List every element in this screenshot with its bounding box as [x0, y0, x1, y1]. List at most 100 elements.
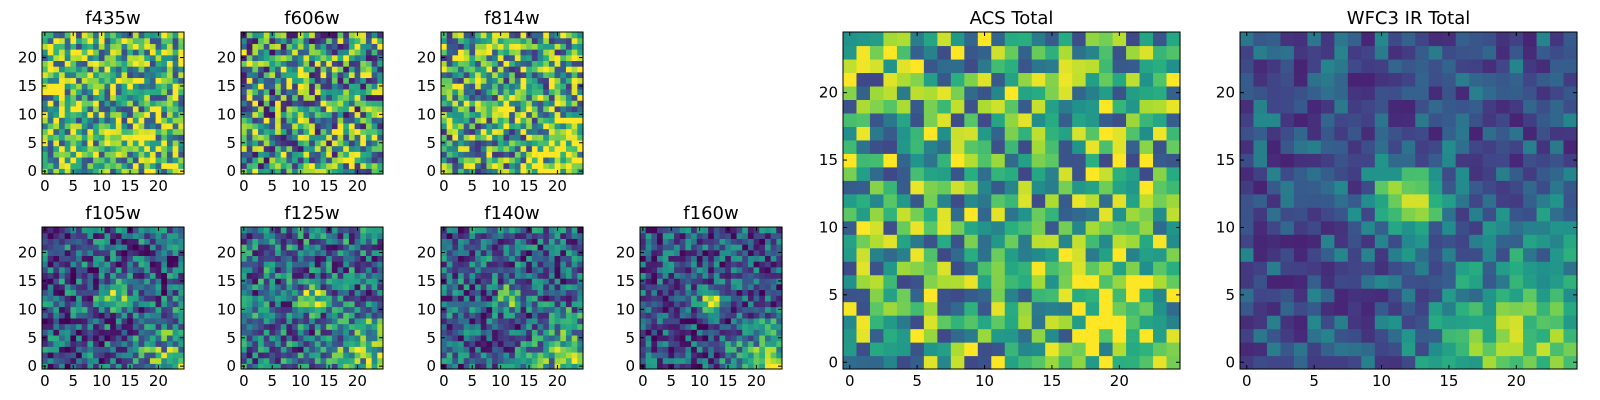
pixel-cell — [115, 227, 123, 234]
pixel-cell — [509, 37, 516, 44]
pixel-cell — [166, 312, 174, 319]
pixel-cell — [713, 340, 721, 347]
pixel-cell — [161, 117, 168, 124]
pixel-cell — [377, 43, 384, 50]
pixel-cell — [275, 317, 282, 325]
pixel-cell — [662, 357, 669, 364]
pixel-cell — [93, 83, 100, 90]
pixel-cell — [286, 266, 293, 274]
pixel-cell — [486, 151, 493, 158]
pixel-cell — [497, 351, 505, 359]
pixel-cell — [166, 272, 174, 279]
pixel-cell — [548, 122, 556, 130]
pixel-cell — [269, 334, 276, 342]
pixel-cell — [104, 43, 111, 50]
pixel-cell — [730, 300, 738, 308]
pixel-cell — [303, 261, 310, 268]
pixel-cell — [480, 111, 488, 118]
pixel-cell — [286, 145, 293, 152]
pixel-cell — [269, 300, 276, 308]
pixel-cell — [241, 272, 248, 279]
pixel-cell — [348, 283, 356, 291]
pixel-cell — [657, 363, 664, 370]
pixel-cell — [753, 232, 760, 239]
pixel-cell — [463, 232, 470, 239]
pixel-cell — [883, 180, 898, 195]
pixel-cell — [964, 220, 979, 235]
pixel-cell — [314, 145, 322, 152]
pixel-cell — [377, 357, 384, 364]
pixel-cell — [991, 328, 1006, 343]
pixel-cell — [503, 346, 510, 353]
pixel-cell — [53, 317, 60, 325]
pixel-cell — [309, 255, 316, 262]
pixel-cell — [537, 232, 544, 239]
pixel-cell — [1126, 220, 1141, 235]
pixel-cell — [713, 317, 721, 325]
pixel-cell — [458, 346, 465, 353]
pixel-cell — [166, 105, 174, 113]
pixel-cell — [742, 283, 749, 291]
pixel-cell — [560, 151, 567, 158]
pixel-cell — [492, 340, 499, 347]
pixel-cell — [115, 117, 123, 124]
pixel-cell — [138, 54, 145, 61]
pixel-cell — [320, 156, 327, 164]
pixel-cell — [937, 234, 952, 249]
pixel-cell — [360, 346, 367, 353]
pixel-cell — [87, 105, 94, 113]
pixel-cell — [59, 266, 66, 274]
pixel-cell — [719, 300, 726, 308]
pixel-cell — [87, 232, 94, 239]
pixel-cell — [161, 255, 168, 262]
pixel-cell — [480, 244, 488, 251]
pixel-cell — [377, 238, 384, 245]
pixel-cell — [104, 323, 111, 330]
pixel-cell — [475, 83, 482, 90]
pixel-cell — [571, 346, 578, 353]
pixel-cell — [258, 255, 265, 262]
pixel-cell — [520, 346, 527, 353]
pixel-cell — [81, 94, 89, 101]
pixel-cell — [354, 60, 361, 67]
pixel-cell — [856, 261, 871, 276]
pixel-cell — [543, 71, 550, 79]
pixel-cell — [548, 232, 556, 239]
pixel-cell — [104, 151, 111, 158]
pixel-cell — [702, 323, 709, 330]
pixel-cell — [263, 54, 270, 61]
pixel-cell — [475, 32, 482, 39]
pixel-cell — [1126, 261, 1141, 276]
pixel-cell — [662, 244, 669, 251]
pixel-cell — [269, 49, 276, 56]
pixel-cell — [674, 346, 681, 353]
pixel-cell — [365, 32, 373, 39]
pixel-cell — [246, 151, 253, 158]
pixel-cell — [503, 145, 510, 152]
pixel-cell — [937, 328, 952, 343]
pixel-cell — [178, 266, 185, 274]
pixel-cell — [149, 43, 157, 50]
pixel-cell — [275, 351, 282, 359]
pixel-cell — [486, 272, 493, 279]
pixel-cell — [770, 278, 777, 285]
pixel-cell — [371, 128, 378, 135]
pixel-cell — [713, 238, 721, 245]
pixel-cell — [571, 145, 578, 152]
pixel-cell — [1045, 274, 1060, 289]
pixel-cell — [161, 363, 168, 370]
pixel-cell — [565, 168, 573, 175]
pixel-cell — [668, 312, 675, 319]
pixel-cell — [371, 334, 378, 342]
pixel-cell — [87, 49, 94, 56]
pixel-cell — [497, 83, 505, 90]
pixel-cell — [320, 83, 327, 90]
y-tick-label: 10 — [417, 105, 436, 123]
pixel-cell — [64, 162, 71, 169]
pixel-cell — [492, 168, 499, 175]
pixel-cell — [475, 346, 482, 353]
pixel-cell — [76, 289, 83, 296]
pixel-cell — [309, 145, 316, 152]
pixel-cell — [565, 43, 573, 50]
pixel-cell — [47, 238, 54, 245]
